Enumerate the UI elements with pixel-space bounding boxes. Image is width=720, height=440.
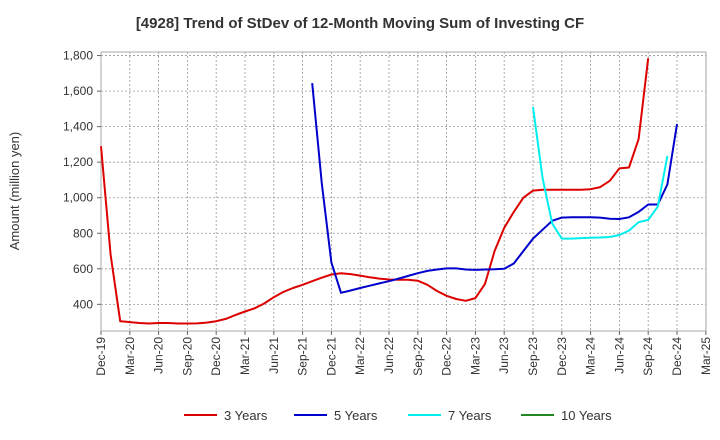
x-tick-label: Mar-20 bbox=[123, 337, 137, 375]
x-tick-label: Sep-20 bbox=[180, 337, 194, 376]
x-tick-label: Mar-22 bbox=[353, 337, 367, 375]
y-tick-label: 400 bbox=[73, 297, 93, 311]
x-tick-label: Mar-21 bbox=[238, 337, 252, 375]
x-tick-label: Mar-25 bbox=[699, 337, 713, 375]
chart-title: [4928] Trend of StDev of 12-Month Moving… bbox=[136, 15, 584, 32]
x-tick-label: Jun-24 bbox=[612, 337, 626, 374]
legend-label-5-years: 5 Years bbox=[334, 408, 378, 423]
x-tick-label: Dec-19 bbox=[94, 337, 108, 376]
y-tick-label: 1,200 bbox=[63, 155, 93, 169]
x-tick-label: Sep-21 bbox=[296, 337, 310, 376]
legend-label-7-years: 7 Years bbox=[448, 408, 492, 423]
x-tick-label: Jun-21 bbox=[267, 337, 281, 374]
series-line-3-years bbox=[100, 58, 650, 325]
x-tick-label: Dec-22 bbox=[440, 337, 454, 376]
series-lines bbox=[100, 58, 678, 325]
x-tick-label: Jun-22 bbox=[382, 337, 396, 374]
series-line-7-years bbox=[532, 106, 669, 240]
y-tick-label: 600 bbox=[73, 262, 93, 276]
x-tick-label: Dec-23 bbox=[555, 337, 569, 376]
x-tick-label: Jun-23 bbox=[497, 337, 511, 374]
x-tick-label: Dec-20 bbox=[209, 337, 223, 376]
x-tick-label: Sep-23 bbox=[526, 337, 540, 376]
y-tick-label: 1,600 bbox=[63, 84, 93, 98]
x-tick-label: Mar-23 bbox=[468, 337, 482, 375]
x-tick-label: Sep-24 bbox=[641, 337, 655, 376]
y-tick-label: 1,800 bbox=[63, 49, 93, 63]
x-tick-label: Sep-22 bbox=[411, 337, 425, 376]
x-tick-label: Jun-20 bbox=[152, 337, 166, 374]
legend-label-10-years: 10 Years bbox=[561, 408, 612, 423]
x-tick-label: Dec-24 bbox=[670, 337, 684, 376]
x-tick-label: Mar-24 bbox=[584, 337, 598, 375]
grid bbox=[100, 52, 707, 331]
y-axis-label: Amount (million yen) bbox=[7, 132, 22, 251]
y-tick-label: 1,000 bbox=[63, 191, 93, 205]
y-axis-ticks: 400 600 800 1,000 1,200 1,400 1,600 1,800 bbox=[63, 49, 101, 311]
series-line-5-years bbox=[311, 83, 678, 294]
y-tick-label: 800 bbox=[73, 226, 93, 240]
x-axis-ticks: Dec-19 Mar-20 Jun-20 Sep-20 Dec-20 Mar-21 Jun-… bbox=[94, 331, 713, 376]
x-tick-label: Dec-21 bbox=[324, 337, 338, 376]
y-tick-label: 1,400 bbox=[63, 120, 93, 134]
legend-label-3-years: 3 Years bbox=[224, 408, 268, 423]
legend: 3 Years 5 Years 7 Years 10 Years bbox=[184, 408, 612, 423]
plot-area bbox=[100, 51, 707, 332]
